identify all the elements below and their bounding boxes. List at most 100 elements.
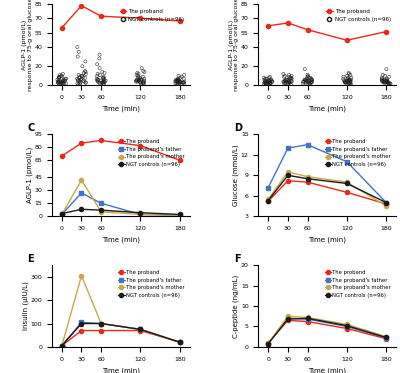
Point — [381, 77, 388, 83]
Point — [94, 77, 101, 83]
Point — [82, 68, 88, 74]
Point — [174, 79, 181, 85]
Point — [309, 77, 315, 83]
Point — [263, 76, 270, 82]
Point — [137, 76, 144, 82]
Point — [346, 78, 352, 84]
Point — [135, 71, 142, 77]
Point — [307, 81, 313, 87]
Point — [280, 71, 286, 77]
Point — [174, 77, 181, 83]
Point — [285, 77, 292, 83]
Point — [347, 79, 354, 85]
Point — [176, 79, 183, 85]
Text: E: E — [27, 254, 34, 264]
Point — [379, 78, 386, 84]
Point — [60, 81, 66, 87]
Point — [101, 76, 107, 82]
Point — [386, 81, 393, 87]
Point — [99, 69, 106, 75]
Point — [268, 81, 274, 87]
Legend: The proband, The proband's father, The proband's mother, NGT controls (n=96): The proband, The proband's father, The p… — [116, 268, 187, 300]
Point — [174, 78, 180, 84]
Point — [140, 81, 146, 87]
Point — [136, 78, 142, 84]
Point — [175, 78, 181, 84]
Point — [379, 77, 385, 83]
Point — [381, 78, 388, 84]
Point — [280, 79, 286, 85]
Point — [141, 69, 148, 75]
Point — [308, 76, 314, 82]
Point — [303, 76, 310, 82]
Point — [308, 79, 315, 85]
Point — [98, 79, 105, 85]
Point — [282, 79, 289, 85]
Point — [264, 79, 270, 85]
Point — [383, 79, 390, 85]
Point — [77, 81, 83, 87]
Point — [61, 81, 67, 87]
Point — [76, 74, 83, 80]
Point — [281, 81, 288, 87]
Text: C: C — [27, 123, 34, 133]
Point — [348, 75, 354, 81]
Point — [266, 75, 272, 81]
Point — [133, 78, 139, 84]
Point — [180, 79, 187, 85]
Point — [283, 77, 290, 83]
Point — [98, 78, 104, 84]
Point — [178, 74, 185, 80]
Point — [380, 79, 387, 85]
Point — [304, 78, 310, 84]
Point — [346, 77, 353, 83]
Point — [141, 81, 147, 87]
Point — [75, 81, 82, 87]
Y-axis label: Glucose (mmol/L): Glucose (mmol/L) — [233, 144, 240, 206]
Point — [141, 78, 147, 84]
Point — [347, 72, 354, 78]
Point — [384, 78, 391, 84]
Point — [100, 79, 106, 85]
Point — [288, 79, 295, 85]
Point — [286, 79, 292, 85]
Point — [102, 78, 109, 84]
X-axis label: Time (min): Time (min) — [308, 367, 346, 373]
Y-axis label: AGLP-1 (pmol/L)
response to 75-g oral glucose: AGLP-1 (pmol/L) response to 75-g oral gl… — [229, 0, 240, 91]
Point — [302, 66, 308, 72]
Point — [57, 72, 63, 78]
X-axis label: Time (min): Time (min) — [102, 367, 140, 373]
X-axis label: Time (min): Time (min) — [102, 106, 140, 112]
Point — [307, 75, 314, 81]
Point — [306, 75, 312, 81]
Point — [57, 74, 63, 80]
Point — [344, 78, 350, 84]
Point — [346, 81, 352, 87]
Point — [288, 78, 295, 84]
Point — [379, 75, 385, 81]
Point — [59, 73, 65, 79]
Point — [263, 79, 269, 85]
Point — [56, 77, 62, 83]
Legend: The proband, NGT controls (n=96): The proband, NGT controls (n=96) — [324, 6, 393, 24]
Point — [63, 76, 69, 82]
Point — [59, 81, 65, 87]
Point — [74, 81, 81, 87]
Point — [344, 73, 350, 79]
Point — [81, 70, 87, 76]
Point — [380, 72, 386, 78]
Point — [133, 72, 140, 78]
Point — [74, 78, 81, 84]
Point — [60, 79, 66, 85]
Point — [281, 79, 287, 85]
Point — [61, 78, 68, 84]
Point — [181, 81, 187, 87]
Point — [384, 76, 390, 82]
Point — [99, 79, 106, 85]
Text: B: B — [234, 0, 241, 3]
Point — [138, 77, 144, 83]
Point — [302, 78, 308, 84]
Point — [100, 79, 107, 85]
Point — [55, 81, 62, 87]
Point — [82, 59, 88, 65]
